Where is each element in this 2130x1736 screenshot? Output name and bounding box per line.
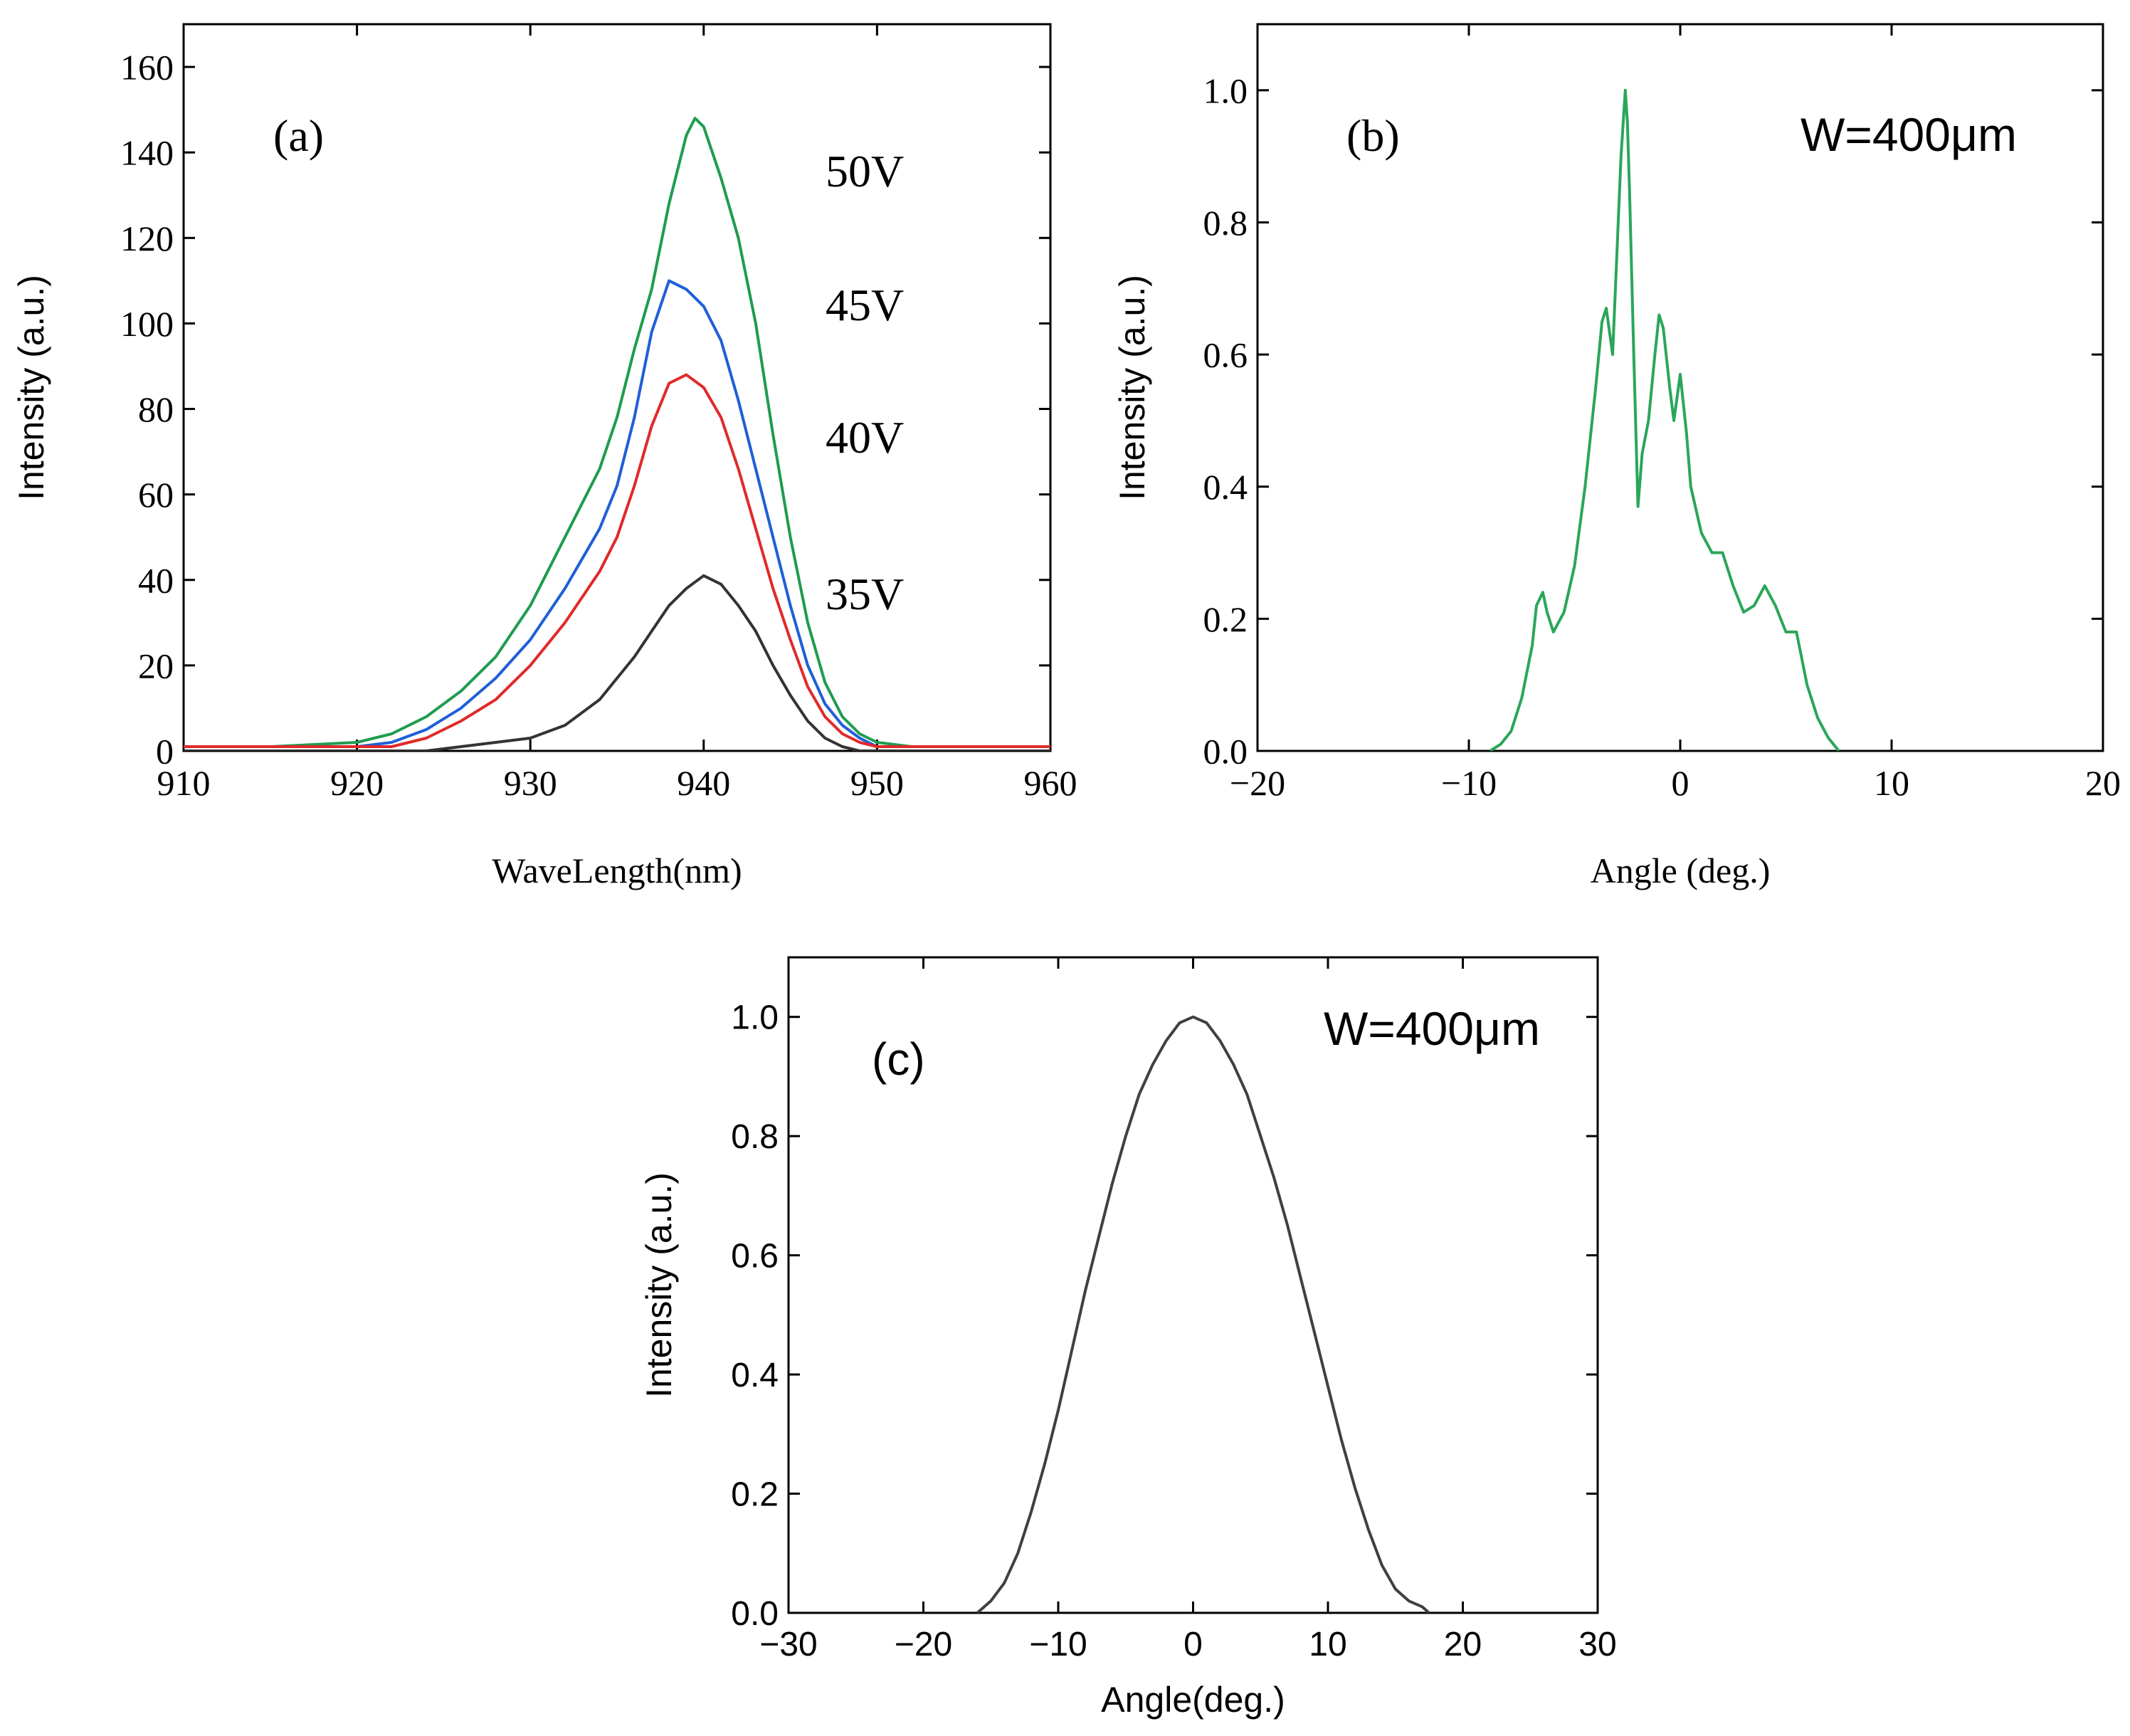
x-tick-label: 10 bbox=[1309, 1626, 1346, 1663]
y-tick-label: 20 bbox=[138, 646, 174, 685]
series-label: 35V bbox=[826, 569, 904, 619]
width-annotation: W=400μm bbox=[1801, 108, 2017, 161]
series-line bbox=[976, 1015, 1430, 1613]
y-tick-label: 1.0 bbox=[1203, 70, 1248, 110]
series-line-45v bbox=[184, 279, 1050, 748]
y-tick-label: 100 bbox=[120, 304, 174, 344]
chart-panel-1: 910 920 930 940 950 960 0 20 40 60 80 100 120 140 160 W… bbox=[11, 23, 1077, 890]
x-tick-label: 0 bbox=[1183, 1626, 1203, 1663]
y-tick-label: 60 bbox=[138, 475, 174, 515]
y-axis-label: Intensity (a.u.) bbox=[1112, 275, 1152, 500]
y-tick-label: 1.0 bbox=[731, 999, 779, 1037]
x-tick-label: 960 bbox=[1024, 763, 1077, 803]
series-line-35v bbox=[184, 574, 1050, 751]
y-tick-label: 0.4 bbox=[731, 1357, 779, 1394]
series-line-40v bbox=[184, 373, 1050, 748]
series-label: 50V bbox=[826, 146, 904, 196]
plot-frame bbox=[182, 23, 1052, 752]
panel-label: (a) bbox=[273, 110, 324, 161]
x-tick-label: 20 bbox=[2085, 763, 2121, 803]
x-tick-label: 30 bbox=[1578, 1626, 1616, 1663]
chart-panel-2: −20 −10 0 10 20 0.0 0.2 0.4 0.6 0.8 1.0 Angle (deg.… bbox=[1112, 23, 2121, 890]
x-tick-label: 930 bbox=[504, 763, 557, 803]
y-tick-label: 0.8 bbox=[1203, 203, 1248, 243]
y-axis-label: Intensity (a.u.) bbox=[11, 275, 51, 500]
y-axis-label: Intensity (a.u.) bbox=[639, 1172, 679, 1398]
x-tick-label: −20 bbox=[895, 1626, 952, 1663]
x-axis-label: Angle(deg.) bbox=[1101, 1680, 1285, 1720]
y-tick-label: 40 bbox=[138, 560, 174, 600]
y-tick-label: 0 bbox=[156, 732, 174, 772]
y-tick-label: 0.6 bbox=[731, 1237, 779, 1275]
y-tick-label: 0.2 bbox=[731, 1475, 779, 1513]
x-tick-label: 10 bbox=[1874, 763, 1909, 803]
x-axis-label: WaveLength(nm) bbox=[492, 851, 742, 890]
y-tick-label: 0.0 bbox=[1203, 732, 1248, 772]
x-tick-label: −10 bbox=[1441, 763, 1497, 803]
series-line bbox=[1489, 88, 1840, 751]
y-tick-label: 0.8 bbox=[731, 1118, 779, 1156]
x-tick-label: 950 bbox=[850, 763, 904, 803]
x-tick-label: 910 bbox=[157, 763, 211, 803]
x-tick-label: −10 bbox=[1029, 1626, 1087, 1663]
x-tick-label: 0 bbox=[1672, 763, 1689, 803]
y-tick-label: 0.2 bbox=[1203, 599, 1248, 639]
series-label: 40V bbox=[826, 412, 904, 463]
x-tick-label: 20 bbox=[1444, 1626, 1482, 1663]
y-tick-label: 160 bbox=[120, 48, 174, 88]
series-line-50v bbox=[184, 117, 1050, 748]
x-tick-label: −20 bbox=[1230, 763, 1285, 803]
x-tick-label: −30 bbox=[759, 1626, 817, 1663]
width-annotation: W=400μm bbox=[1324, 1002, 1540, 1055]
y-tick-label: 0.0 bbox=[731, 1595, 779, 1633]
y-tick-label: 0.6 bbox=[1203, 335, 1248, 375]
y-tick-label: 120 bbox=[120, 219, 174, 258]
panel-label: (b) bbox=[1346, 110, 1400, 161]
x-tick-label: 920 bbox=[330, 763, 384, 803]
y-tick-label: 140 bbox=[120, 133, 174, 173]
x-tick-label: 940 bbox=[677, 763, 730, 803]
chart-panel-3: −30 −20 −10 0 10 20 30 0.0 0.2 0.4 0.6 0.8 1.0 Angle(… bbox=[639, 956, 1617, 1720]
series-label: 45V bbox=[826, 280, 904, 330]
y-tick-label: 0.4 bbox=[1203, 467, 1248, 507]
panel-label: (c) bbox=[872, 1033, 925, 1085]
y-tick-label: 80 bbox=[138, 389, 174, 429]
x-axis-label: Angle (deg.) bbox=[1591, 851, 1771, 890]
